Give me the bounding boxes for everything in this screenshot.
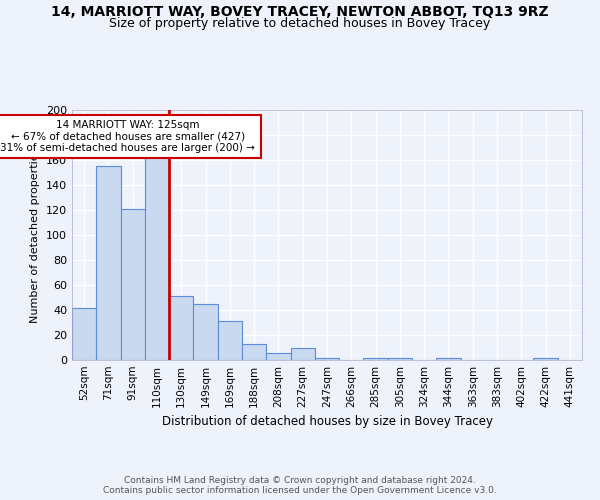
Text: 14, MARRIOTT WAY, BOVEY TRACEY, NEWTON ABBOT, TQ13 9RZ: 14, MARRIOTT WAY, BOVEY TRACEY, NEWTON A…: [51, 5, 549, 19]
Bar: [145, 156, 169, 360]
Bar: [436, 358, 461, 360]
Bar: [169, 296, 193, 360]
Y-axis label: Number of detached properties: Number of detached properties: [31, 148, 40, 322]
Bar: [242, 344, 266, 360]
Text: Size of property relative to detached houses in Bovey Tracey: Size of property relative to detached ho…: [109, 18, 491, 30]
Bar: [72, 308, 96, 360]
Bar: [388, 358, 412, 360]
Bar: [218, 322, 242, 360]
Bar: [266, 352, 290, 360]
Text: Contains HM Land Registry data © Crown copyright and database right 2024.
Contai: Contains HM Land Registry data © Crown c…: [103, 476, 497, 495]
Bar: [315, 358, 339, 360]
Text: 14 MARRIOTT WAY: 125sqm
← 67% of detached houses are smaller (427)
31% of semi-d: 14 MARRIOTT WAY: 125sqm ← 67% of detache…: [1, 120, 255, 153]
Bar: [533, 358, 558, 360]
Bar: [96, 166, 121, 360]
Bar: [193, 304, 218, 360]
X-axis label: Distribution of detached houses by size in Bovey Tracey: Distribution of detached houses by size …: [161, 416, 493, 428]
Bar: [121, 209, 145, 360]
Bar: [364, 358, 388, 360]
Bar: [290, 348, 315, 360]
